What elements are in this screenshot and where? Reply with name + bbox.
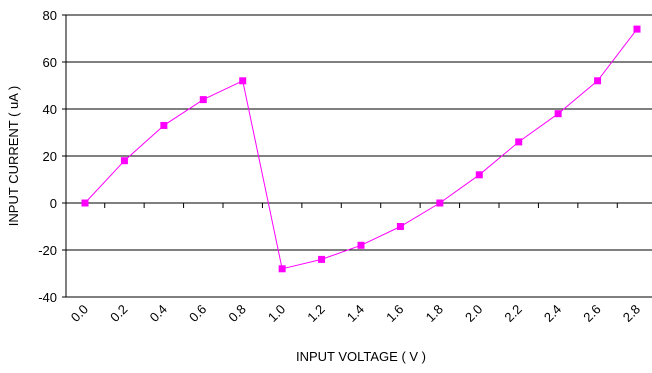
x-tick-label: 0.4 <box>147 302 170 325</box>
data-point <box>120 157 128 165</box>
data-point <box>160 121 168 129</box>
data-point <box>81 199 89 207</box>
x-tick-label: 2.2 <box>501 302 524 325</box>
y-tick-label: 0 <box>50 196 57 211</box>
y-tick-label: -40 <box>38 290 57 305</box>
data-point <box>515 138 523 146</box>
x-tick-label: 0.2 <box>107 302 130 325</box>
y-tick-label: 60 <box>43 55 57 70</box>
x-tick-label: 0.6 <box>186 302 209 325</box>
x-tick-label: 1.4 <box>344 302 367 325</box>
grid-lines <box>66 14 652 251</box>
y-tick-label: 40 <box>43 102 57 117</box>
data-markers <box>81 25 641 273</box>
data-point <box>436 199 444 207</box>
series-line-group <box>84 28 638 270</box>
x-tick-label: 0.8 <box>225 302 248 325</box>
x-axis-title: INPUT VOLTAGE ( V ) <box>296 349 426 364</box>
x-tick-label: 1.6 <box>383 302 406 325</box>
x-tick-label: 2.6 <box>580 302 603 325</box>
data-point <box>594 77 602 85</box>
data-point <box>199 96 207 104</box>
x-tick-label: 1.8 <box>423 302 446 325</box>
y-axis-title: INPUT CURRENT ( uA ) <box>6 86 21 226</box>
x-tick-label: 2.8 <box>620 302 643 325</box>
data-point <box>318 255 326 263</box>
data-point <box>239 77 247 85</box>
y-tick-label: -20 <box>38 243 57 258</box>
data-point <box>278 265 286 273</box>
data-point <box>554 110 562 118</box>
x-tick-label: 0.0 <box>68 302 91 325</box>
data-point <box>396 223 404 230</box>
data-point <box>357 241 365 249</box>
data-point <box>633 25 641 33</box>
series-line <box>84 28 638 270</box>
axes <box>62 14 652 298</box>
x-tick-label: 1.0 <box>265 302 288 325</box>
x-tick-label: 2.4 <box>541 302 564 325</box>
x-tick-label: 1.2 <box>304 302 327 325</box>
y-tick-label: 80 <box>43 8 57 23</box>
data-point <box>475 171 483 179</box>
tick-labels: -40 -20 0 20 40 60 80 0.0 0.2 0.4 0.6 0.8 1.0 1.2 1.4 1… <box>38 8 643 325</box>
y-tick-label: 20 <box>43 149 57 164</box>
x-tick-label: 2.0 <box>462 302 485 325</box>
